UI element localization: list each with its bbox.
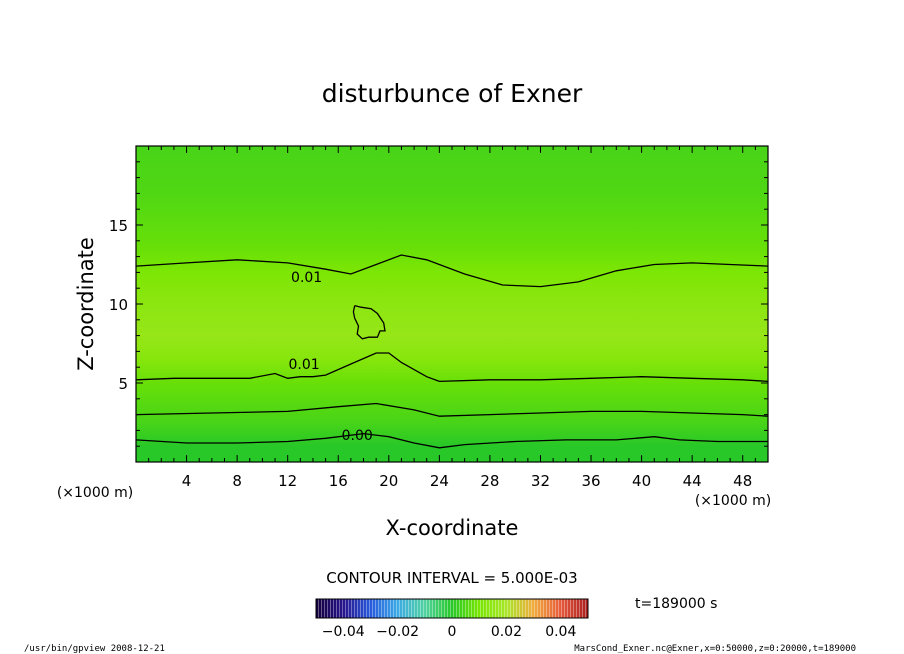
x-tick-label: 4 xyxy=(182,472,192,490)
x-tick-label: 48 xyxy=(733,472,752,490)
colorbar: −0.04 −0.02 0 0.02 0.04 xyxy=(315,598,589,640)
contour-label: 0.00 xyxy=(342,428,373,444)
contour-line xyxy=(136,402,768,417)
footer-left: /usr/bin/gpview 2008-12-21 xyxy=(24,644,165,654)
colorbar-tick-label: 0.04 xyxy=(545,624,576,640)
x-axis-label: X-coordinate xyxy=(386,516,519,540)
colorbar-stripes xyxy=(316,599,588,618)
contour-line xyxy=(136,432,768,449)
x-tick-label: 20 xyxy=(379,472,398,490)
y-tick-label: 10 xyxy=(109,296,128,314)
x-unit-label-right: (×1000 m) xyxy=(695,493,771,509)
y-tick-label: 15 xyxy=(109,217,128,235)
contour-line xyxy=(352,304,386,340)
field-fill xyxy=(136,146,768,462)
colorbar-tick-label: 0 xyxy=(448,624,457,640)
x-tick-label: 28 xyxy=(480,472,499,490)
x-tick-label: 32 xyxy=(531,472,550,490)
y-ticks: 5 10 15 xyxy=(109,161,768,447)
colorbar-tick-label: −0.02 xyxy=(376,624,419,640)
contour-labels: 0.01 0.01 0.00 xyxy=(289,270,373,444)
colorbar-tick-label: −0.04 xyxy=(322,624,365,640)
colorbar-ticks: −0.04 −0.02 0 0.02 0.04 xyxy=(322,624,577,640)
plot-area: 0.010.010.00 4 8 12 16 20 24 28 32 36 40 44 48 5101… xyxy=(109,145,769,490)
x-tick-label: 36 xyxy=(581,472,600,490)
contour-line xyxy=(136,254,768,288)
chart-title: disturbunce of Exner xyxy=(322,79,583,108)
contour-lines xyxy=(136,254,768,449)
x-ticks: 4 8 12 16 20 24 28 32 36 40 44 48 xyxy=(148,146,756,490)
x-tick-label: 40 xyxy=(632,472,651,490)
x-tick-label: 12 xyxy=(278,472,297,490)
y-axis-label: Z-coordinate xyxy=(74,237,98,371)
colorbar-frame xyxy=(315,598,589,619)
x-tick-label: 24 xyxy=(430,472,449,490)
colorbar-tick-label: 0.02 xyxy=(491,624,522,640)
x-tick-label: 8 xyxy=(232,472,242,490)
y-tick-label: 5 xyxy=(118,375,128,393)
footer-right: MarsCond_Exner.nc@Exner,x=0:50000,z=0:20… xyxy=(574,644,856,654)
x-tick-label: 44 xyxy=(683,472,702,490)
time-text: t=189000 s xyxy=(635,596,717,612)
contour-label: 0.01 xyxy=(291,270,322,286)
contour-label: 0.01 xyxy=(289,357,320,373)
contour-interval-text: CONTOUR INTERVAL = 5.000E-03 xyxy=(326,569,577,587)
x-tick-label: 16 xyxy=(329,472,348,490)
contour-line xyxy=(136,352,768,383)
x-unit-label-left: (×1000 m) xyxy=(57,485,133,501)
